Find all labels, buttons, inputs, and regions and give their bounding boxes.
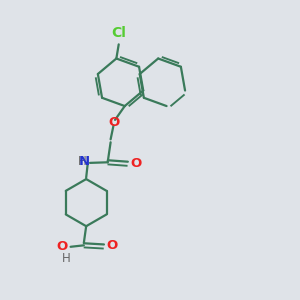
Text: H: H [62, 251, 70, 265]
Text: O: O [56, 240, 68, 253]
Text: Cl: Cl [111, 26, 126, 40]
Text: H: H [77, 155, 86, 169]
Text: O: O [108, 116, 119, 129]
Text: N: N [79, 155, 90, 169]
Text: O: O [107, 239, 118, 252]
Text: O: O [130, 157, 142, 170]
